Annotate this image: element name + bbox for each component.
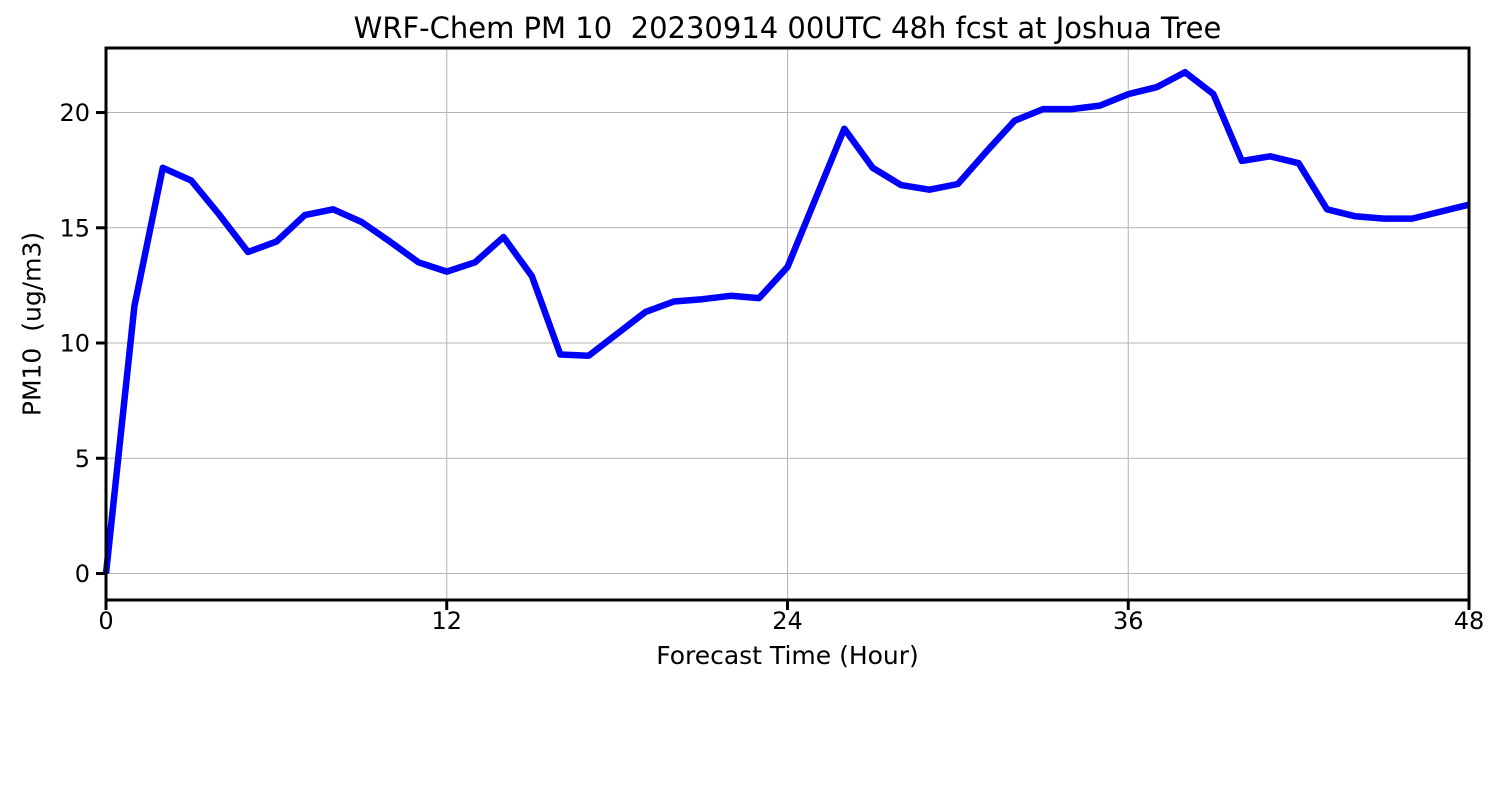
- pm10-data-line: [102, 68, 1470, 574]
- x-tick-label: 24: [772, 607, 803, 635]
- x-tick-label: 36: [1113, 607, 1144, 635]
- y-tick-label: 15: [59, 214, 90, 242]
- axes-border: [104, 46, 1471, 602]
- y-tick-label: 5: [75, 445, 90, 473]
- x-axis-label: Forecast Time (Hour): [656, 641, 919, 670]
- y-tick-label: 0: [75, 560, 90, 588]
- x-tick-label: 0: [98, 607, 113, 635]
- x-tick-label: 12: [431, 607, 462, 635]
- x-tick-label: 48: [1454, 607, 1485, 635]
- chart-title: WRF-Chem PM 10 20230914 00UTC 48h fcst a…: [353, 11, 1222, 45]
- y-tick-label: 20: [59, 99, 90, 127]
- y-tick-label: 10: [59, 330, 90, 358]
